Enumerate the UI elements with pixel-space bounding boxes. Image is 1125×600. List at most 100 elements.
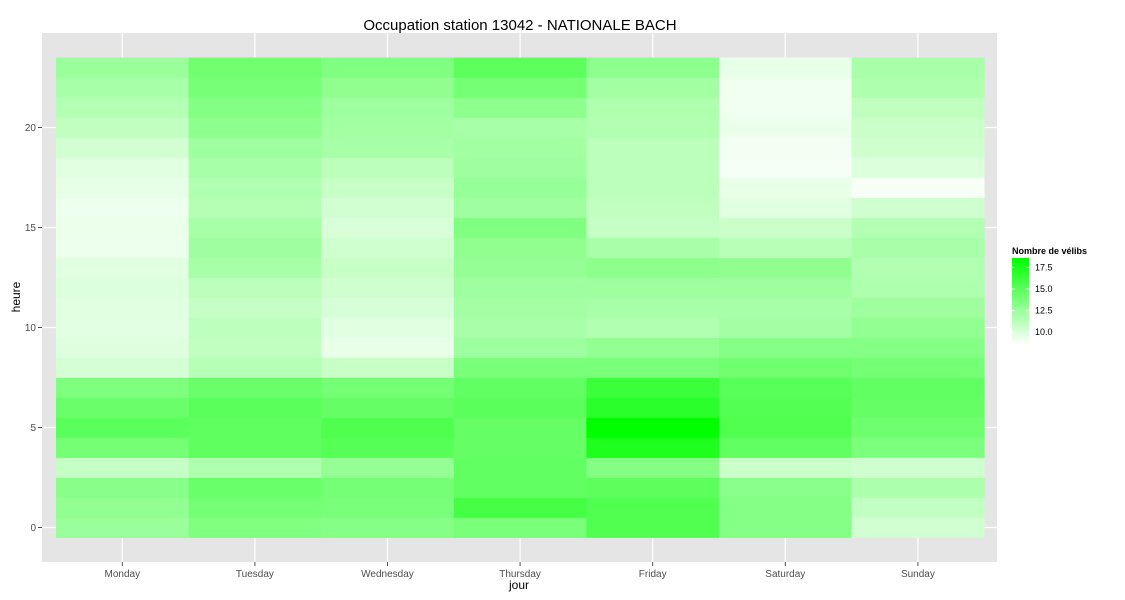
- heatmap-cell: [586, 437, 720, 458]
- legend-colorbar: [1012, 258, 1029, 345]
- heatmap-cell: [586, 497, 720, 518]
- heatmap-cell: [56, 97, 189, 118]
- heatmap-cell: [188, 417, 322, 438]
- heatmap-cell: [586, 157, 720, 178]
- x-tick-label: Saturday: [765, 569, 805, 580]
- heatmap-cell: [453, 117, 587, 138]
- heatmap-cell: [851, 177, 985, 198]
- heatmap-cell: [586, 97, 720, 118]
- heatmap-cell: [188, 217, 322, 238]
- heatmap-cell: [188, 437, 322, 458]
- heatmap-cell: [321, 477, 455, 498]
- heatmap-cell: [586, 57, 720, 78]
- heatmap-cell: [719, 237, 852, 258]
- heatmap-cell: [586, 257, 720, 278]
- heatmap-cell: [453, 277, 587, 298]
- heatmap-cell: [851, 157, 985, 178]
- heatmap-cell: [586, 237, 720, 258]
- heatmap-cell: [188, 357, 322, 378]
- heatmap-cell: [719, 257, 852, 278]
- heatmap-cell: [188, 277, 322, 298]
- heatmap-cell: [188, 397, 322, 418]
- heatmap-cell: [851, 197, 985, 218]
- heatmap-cell: [56, 117, 189, 138]
- heatmap-cell: [188, 77, 322, 98]
- heatmap-cell: [851, 437, 985, 458]
- heatmap-cell: [188, 97, 322, 118]
- heatmap-cell: [719, 157, 852, 178]
- heatmap-cell: [586, 357, 720, 378]
- heatmap-cell: [586, 417, 720, 438]
- heatmap-cell: [586, 477, 720, 498]
- heatmap-cell: [56, 137, 189, 158]
- heatmap-cell: [321, 357, 455, 378]
- heatmap-cell: [321, 137, 455, 158]
- heatmap-cell: [851, 457, 985, 478]
- heatmap-cell: [453, 337, 587, 358]
- heatmap-cell: [321, 257, 455, 278]
- heatmap-cell: [321, 277, 455, 298]
- heatmap-cell: [321, 177, 455, 198]
- heatmap-cell: [586, 317, 720, 338]
- heatmap-cell: [851, 417, 985, 438]
- heatmap-cell: [586, 297, 720, 318]
- heatmap-cell: [719, 57, 852, 78]
- heatmap-cell: [453, 357, 587, 378]
- heatmap-cell: [188, 177, 322, 198]
- heatmap-cell: [56, 297, 189, 318]
- heatmap-cell: [56, 197, 189, 218]
- x-tick-label: Friday: [639, 569, 667, 580]
- heatmap-cell: [586, 277, 720, 298]
- legend-tick-label: 17.5: [1035, 262, 1053, 272]
- chart-title: Occupation station 13042 - NATIONALE BAC…: [363, 17, 676, 34]
- heatmap-cell: [453, 77, 587, 98]
- heatmap-cell: [188, 497, 322, 518]
- heatmap-cell: [453, 297, 587, 318]
- heatmap-cell: [321, 517, 455, 538]
- heatmap-cell: [719, 137, 852, 158]
- heatmap-cell: [719, 397, 852, 418]
- heatmap-cell: [453, 97, 587, 118]
- heatmap-cell: [453, 457, 587, 478]
- heatmap-cell: [321, 117, 455, 138]
- heatmap-cell: [851, 397, 985, 418]
- heatmap-cell: [56, 397, 189, 418]
- heatmap-cell: [188, 517, 322, 538]
- heatmap-cell: [851, 317, 985, 338]
- heatmap-cell: [586, 517, 720, 538]
- heatmap-cell: [321, 237, 455, 258]
- heatmap-cell: [851, 277, 985, 298]
- heatmap-cell: [851, 497, 985, 518]
- heatmap-cell: [453, 237, 587, 258]
- legend-tick-label: 10.0: [1035, 327, 1053, 337]
- heatmap-cell: [851, 257, 985, 278]
- heatmap-cell: [719, 457, 852, 478]
- x-axis-title: jour: [508, 578, 529, 592]
- heatmap-cell: [56, 237, 189, 258]
- heatmap-cell: [851, 77, 985, 98]
- y-tick-label: 10: [25, 323, 37, 334]
- heatmap-cell: [453, 317, 587, 338]
- heatmap-cell: [851, 117, 985, 138]
- heatmap-cell: [851, 517, 985, 538]
- heatmap-cell: [321, 197, 455, 218]
- heatmap-cell: [56, 477, 189, 498]
- heatmap-cell: [56, 437, 189, 458]
- heatmap-cell: [453, 177, 587, 198]
- heatmap-cell: [188, 457, 322, 478]
- heatmap-cell: [188, 317, 322, 338]
- heatmap-cell: [719, 177, 852, 198]
- y-tick-label: 15: [25, 223, 37, 234]
- heatmap-cell: [453, 437, 587, 458]
- heatmap-cell: [188, 57, 322, 78]
- heatmap-cell: [719, 337, 852, 358]
- heatmap-cell: [453, 57, 587, 78]
- y-tick-label: 0: [30, 523, 36, 534]
- heatmap-cell: [188, 477, 322, 498]
- heatmap-cell: [188, 197, 322, 218]
- heatmap-cell: [321, 297, 455, 318]
- heatmap-cell: [719, 497, 852, 518]
- heatmap-cell: [321, 97, 455, 118]
- y-tick-label: 5: [30, 423, 36, 434]
- heatmap-cell: [56, 517, 189, 538]
